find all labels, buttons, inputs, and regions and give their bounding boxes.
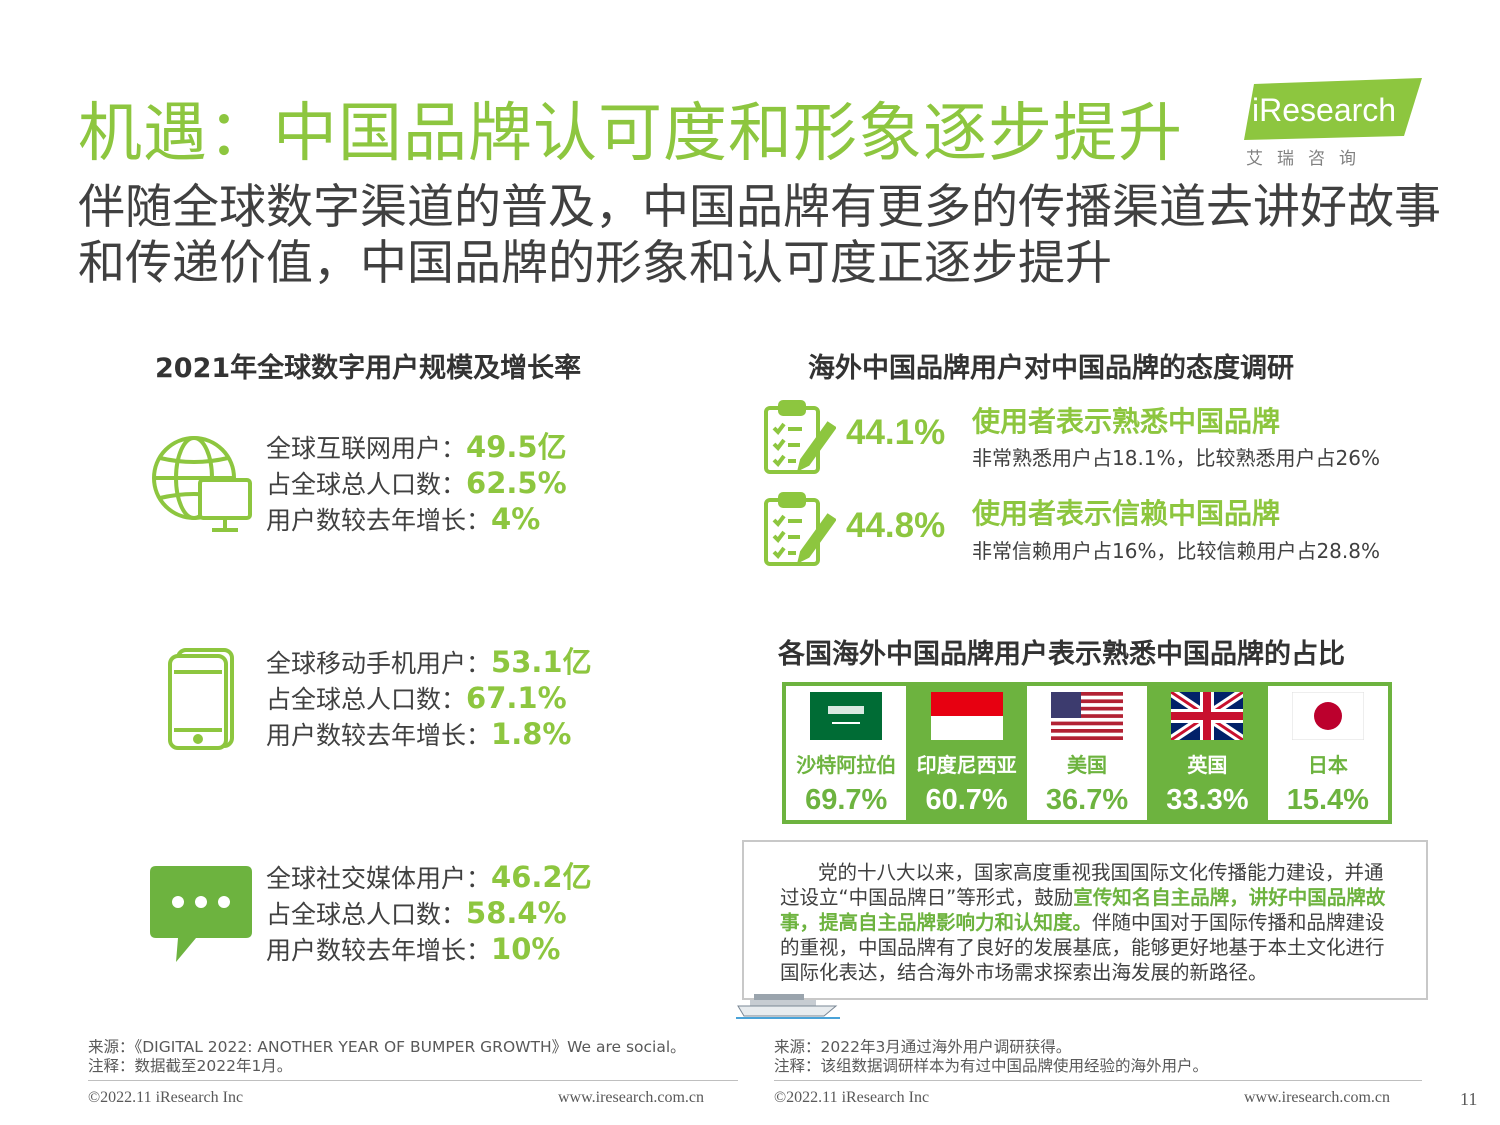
source-line: 来源：2022年3月通过海外用户调研获得。 [774, 1038, 1072, 1056]
stat-label: 占全球总人口数： [266, 470, 467, 499]
footer-rule-right [774, 1080, 1422, 1081]
country-cell-japan: 日本 15.4% [1267, 686, 1389, 820]
country-name: 美国 [1067, 753, 1108, 777]
country-cell-saudi-arabia: 沙特阿拉伯 69.7% [786, 686, 907, 820]
note-line: 注释：数据截至2022年1月。 [88, 1057, 293, 1075]
country-name: 英国 [1187, 753, 1228, 777]
attitude-subtext: 非常信赖用户占16%，比较信赖用户占28.8% [972, 539, 1380, 563]
ship-icon [736, 990, 840, 1020]
attitude-percent: 44.1% [846, 413, 946, 452]
stat-line: 用户数较去年增长：10% [266, 932, 592, 968]
stat-label: 全球社交媒体用户： [266, 864, 492, 893]
stat-label: 占全球总人口数： [266, 900, 467, 929]
indonesia-flag-icon [930, 692, 1003, 740]
country-name: 印度尼西亚 [916, 753, 1017, 777]
country-section-title: 各国海外中国品牌用户表示熟悉中国品牌的占比 [778, 639, 1345, 670]
footer-rule-left [88, 1080, 738, 1081]
page-subtitle: 伴随全球数字渠道的普及，中国品牌有更多的传播渠道去讲好故事和传递价值，中国品牌的… [78, 180, 1441, 291]
iresearch-logo: iResearch 艾瑞咨询 [1244, 78, 1422, 170]
country-value: 15.4% [1286, 784, 1369, 816]
logo-word: iResearch [1252, 92, 1397, 128]
note-text-1: 党的十八大以来，国家高度重视我国国际文化传播能力建设，并通过设立“中国品牌日”等… [780, 861, 1384, 909]
left-section-title: 2021年全球数字用户规模及增长率 [155, 353, 582, 384]
japan-flag-icon [1291, 692, 1364, 740]
chat-bubble-icon [150, 862, 252, 972]
country-value: 36.7% [1045, 784, 1129, 816]
attitude-heading: 使用者表示熟悉中国品牌 [972, 405, 1281, 438]
note-line: 注释：该组数据调研样本为有过中国品牌使用经验的海外用户。 [774, 1057, 1209, 1075]
country-value: 33.3% [1166, 784, 1249, 816]
stat-line: 用户数较去年增长：4% [266, 502, 567, 538]
stat-label: 全球互联网用户： [266, 434, 467, 463]
country-cell-uk: 英国 33.3% [1147, 686, 1268, 820]
country-name: 沙特阿拉伯 [796, 753, 897, 777]
internet-users-stats: 全球互联网用户：49.5亿 占全球总人口数：62.5% 用户数较去年增长：4% [266, 430, 567, 538]
country-cell-indonesia: 印度尼西亚 60.7% [906, 686, 1027, 820]
stat-line: 占全球总人口数：62.5% [266, 466, 567, 502]
clipboard-checklist-icon [762, 398, 837, 476]
logo-chinese: 艾瑞咨询 [1246, 149, 1370, 169]
attitude-percent: 44.8% [846, 506, 946, 545]
page-title: 机遇：中国品牌认可度和形象逐步提升 [78, 97, 1183, 171]
stat-value: 10% [491, 932, 561, 966]
usa-flag-icon [1051, 692, 1124, 740]
country-cell-usa: 美国 36.7% [1026, 686, 1148, 820]
stat-line: 全球社交媒体用户：46.2亿 [266, 860, 592, 896]
uk-flag-icon [1171, 692, 1244, 740]
right-section-title: 海外中国品牌用户对中国品牌的态度调研 [808, 353, 1294, 384]
page-number: 11 [1460, 1089, 1478, 1109]
stat-value: 67.1% [466, 681, 567, 715]
right-sources: 来源：2022年3月通过海外用户调研获得。 注释：该组数据调研样本为有过中国品牌… [774, 1038, 1208, 1076]
source-line: 来源：《DIGITAL 2022: ANOTHER YEAR OF BUMPER… [88, 1038, 686, 1056]
stat-line: 用户数较去年增长：1.8% [266, 717, 592, 753]
clipboard-checklist-icon [762, 490, 837, 568]
stat-label: 用户数较去年增长： [266, 936, 492, 965]
stat-line: 全球移动手机用户：53.1亿 [266, 645, 592, 681]
stat-label: 占全球总人口数： [266, 685, 467, 714]
stat-value: 58.4% [466, 896, 567, 930]
logo-banner-icon [1244, 78, 1422, 140]
stat-value: 1.8% [491, 717, 572, 751]
left-sources: 来源：《DIGITAL 2022: ANOTHER YEAR OF BUMPER… [88, 1038, 686, 1076]
stat-line: 占全球总人口数：67.1% [266, 681, 592, 717]
saudi-arabia-flag-icon [810, 692, 883, 740]
stat-label: 用户数较去年增长： [266, 506, 492, 535]
note-highlight: 宣传知名自主品牌，讲好中国品牌故事，提高自主品牌影响力和认知度。 [780, 886, 1386, 934]
mobile-phone-icon [164, 646, 264, 756]
mobile-users-stats: 全球移动手机用户：53.1亿 占全球总人口数：67.1% 用户数较去年增长：1.… [266, 645, 592, 753]
stat-value: 4% [491, 502, 541, 536]
country-value: 60.7% [925, 784, 1008, 816]
stat-label: 用户数较去年增长： [266, 721, 492, 750]
stat-line: 占全球总人口数：58.4% [266, 896, 592, 932]
footer-url-right[interactable]: www.iresearch.com.cn [1244, 1089, 1391, 1106]
stat-value: 62.5% [466, 466, 567, 500]
country-value: 69.7% [805, 784, 888, 816]
stat-value: 49.5亿 [466, 430, 567, 464]
globe-computer-icon [150, 432, 252, 542]
note-text-2: 伴随中国对于国际传播和品牌建设的重视，中国品牌有了良好的发展基底，能够更好地基于… [780, 911, 1385, 984]
attitude-subtext: 非常熟悉用户占18.1%，比较熟悉用户占26% [972, 446, 1380, 470]
stat-line: 全球互联网用户：49.5亿 [266, 430, 567, 466]
footer-url-left[interactable]: www.iresearch.com.cn [558, 1089, 705, 1106]
country-name: 日本 [1307, 753, 1348, 777]
stat-value: 53.1亿 [491, 645, 592, 679]
country-table: 沙特阿拉伯 69.7% 印度尼西亚 60.7% 美国 36.7% [782, 682, 1392, 824]
footer-copyright-right: ©2022.11 iResearch Inc [774, 1089, 930, 1106]
stat-value: 46.2亿 [491, 860, 592, 894]
stat-label: 全球移动手机用户： [266, 649, 492, 678]
attitude-heading: 使用者表示信赖中国品牌 [972, 497, 1281, 530]
policy-note: 党的十八大以来，国家高度重视我国国际文化传播能力建设，并通过设立“中国品牌日”等… [742, 840, 1428, 1000]
footer-copyright-left: ©2022.11 iResearch Inc [88, 1089, 244, 1106]
social-media-users-stats: 全球社交媒体用户：46.2亿 占全球总人口数：58.4% 用户数较去年增长：10… [266, 860, 592, 968]
